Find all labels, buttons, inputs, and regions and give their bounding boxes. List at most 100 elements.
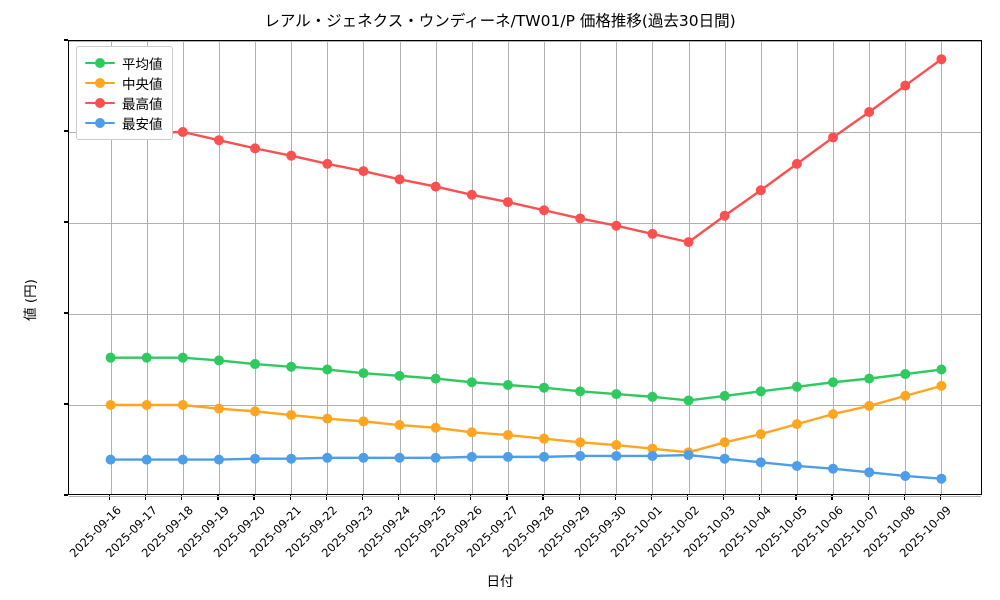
data-point	[394, 452, 405, 463]
x-tick-mark	[578, 495, 580, 500]
data-point	[322, 364, 333, 375]
data-point	[250, 453, 261, 464]
x-tick-mark	[759, 495, 761, 500]
data-point	[213, 355, 224, 366]
gridline-vertical	[905, 41, 907, 494]
data-series-canvas	[105, 54, 947, 484]
data-point	[647, 391, 658, 402]
x-tick-mark	[867, 495, 869, 500]
data-point	[141, 352, 152, 363]
x-tick-mark	[542, 495, 544, 500]
data-point	[755, 386, 766, 397]
gridline-vertical	[941, 41, 943, 494]
data-point	[358, 452, 369, 463]
data-point	[141, 400, 152, 410]
data-point	[250, 143, 261, 154]
gridline-vertical	[146, 41, 148, 494]
series-3	[105, 54, 947, 248]
data-point	[394, 370, 405, 381]
gridline-vertical	[869, 41, 871, 494]
gridline-horizontal	[69, 405, 981, 406]
legend-marker-icon	[85, 116, 115, 130]
x-axis-label: 日付	[486, 574, 514, 590]
legend-item-4: 最安値	[85, 113, 163, 133]
data-point	[791, 381, 802, 392]
gridline-vertical	[724, 41, 726, 494]
data-point	[719, 453, 730, 464]
x-tick-mark	[939, 495, 942, 500]
data-point	[286, 410, 297, 421]
data-point	[791, 460, 802, 471]
x-tick-mark	[434, 495, 436, 500]
data-point	[430, 422, 441, 433]
data-point	[539, 205, 550, 216]
data-point	[647, 228, 658, 239]
x-tick-mark	[253, 495, 255, 500]
data-point	[105, 400, 116, 410]
data-point	[611, 450, 622, 461]
data-point	[358, 166, 369, 177]
data-point	[430, 181, 441, 192]
data-point	[286, 361, 297, 372]
data-point	[683, 237, 694, 248]
series-line	[109, 384, 943, 454]
data-point	[683, 395, 694, 406]
data-point	[575, 450, 586, 461]
gridline-vertical	[688, 41, 690, 494]
x-tick-mark	[795, 495, 797, 500]
x-tick-mark	[903, 495, 905, 500]
data-point	[466, 189, 477, 200]
data-point	[864, 106, 875, 117]
gridline-vertical	[255, 41, 257, 494]
data-point	[647, 450, 658, 461]
data-point	[358, 368, 369, 379]
x-tick-mark	[289, 495, 291, 500]
data-point	[213, 454, 224, 465]
data-point	[322, 158, 333, 169]
data-point	[213, 135, 224, 146]
data-point	[828, 463, 839, 474]
x-tick-mark	[325, 495, 327, 500]
x-tick-mark	[614, 495, 616, 500]
gridline-horizontal	[69, 132, 981, 133]
data-point	[286, 150, 297, 161]
data-point	[755, 185, 766, 196]
gridline-vertical	[616, 41, 618, 494]
data-point	[864, 400, 875, 411]
gridline-vertical	[580, 41, 582, 494]
data-point	[900, 390, 911, 401]
data-point	[466, 451, 477, 462]
gridline-vertical	[399, 41, 401, 494]
data-point	[864, 467, 875, 478]
data-point	[575, 437, 586, 448]
x-tick-mark	[361, 495, 364, 500]
legend-item-2: 中央値	[85, 73, 163, 93]
data-point	[358, 416, 369, 427]
legend-item-3: 最高値	[85, 93, 163, 113]
data-point	[611, 440, 622, 451]
gridline-vertical	[833, 41, 835, 494]
y-tick-mark	[63, 403, 68, 405]
series-line	[109, 453, 943, 480]
gridline-vertical	[291, 41, 293, 494]
data-point	[539, 433, 550, 444]
data-point	[105, 454, 116, 465]
y-tick-mark	[63, 494, 68, 496]
x-tick-mark	[650, 495, 653, 500]
data-point	[791, 419, 802, 430]
data-point	[936, 380, 947, 391]
series-line	[109, 356, 943, 402]
plot-area	[68, 40, 982, 497]
data-point	[828, 377, 839, 388]
gridline-vertical	[507, 41, 509, 494]
data-point	[213, 403, 224, 414]
legend-marker-icon	[85, 76, 115, 90]
gridline-horizontal	[69, 496, 981, 497]
legend-marker-icon	[85, 56, 115, 70]
data-point	[466, 377, 477, 388]
gridline-vertical	[182, 41, 184, 494]
gridline-vertical	[327, 41, 329, 494]
data-point	[755, 457, 766, 468]
data-point	[864, 373, 875, 384]
